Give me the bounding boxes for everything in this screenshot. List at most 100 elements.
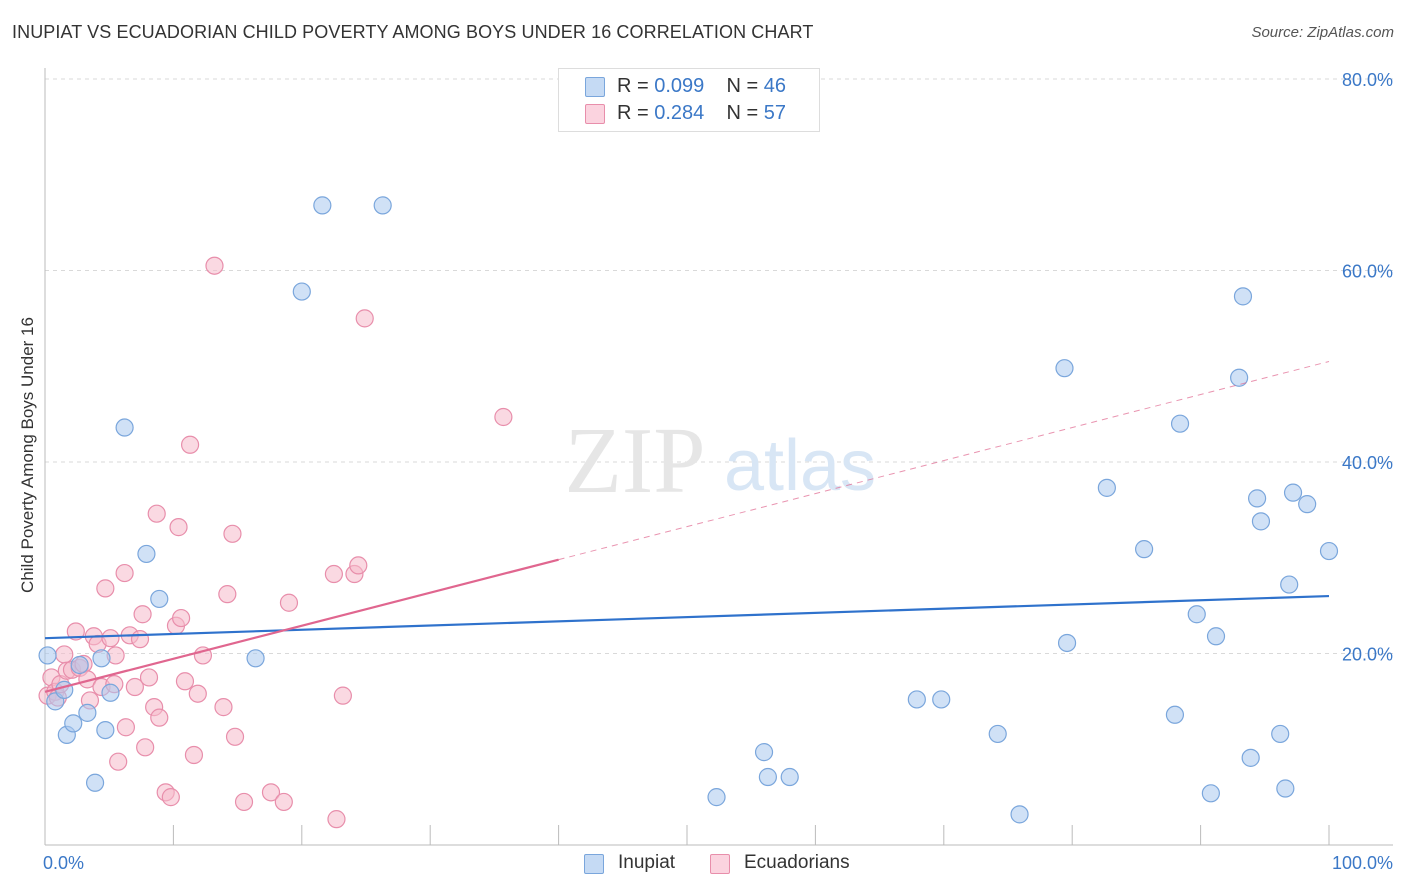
ecuadorians-point [234, 792, 254, 812]
axes [44, 68, 1393, 846]
y-tick-label: 40.0% [1342, 453, 1393, 473]
ecuadorians-trend-extension [558, 360, 1330, 561]
ecuadorians-point [279, 593, 299, 612]
inupiat-point [1319, 541, 1339, 561]
ecuadorians-point [139, 668, 159, 687]
gridlines [45, 78, 1393, 654]
inupiat-point [1271, 724, 1290, 744]
ecuadorians-legend-swatch [710, 854, 730, 874]
ecuadorians-point [96, 579, 115, 598]
ecuadorians-point [225, 727, 245, 746]
ecuadorians-point [66, 622, 85, 641]
inupiat-point [150, 589, 169, 609]
ecuadorians-point [223, 524, 242, 543]
ecuadorians-point [205, 256, 224, 275]
legend-label: Ecuadorians [744, 852, 850, 873]
inupiat-point [988, 724, 1007, 744]
inupiat-legend-swatch [584, 854, 604, 874]
ecuadorians-point [214, 698, 233, 717]
watermark-atlas: atlas [724, 426, 876, 506]
inupiat-point [292, 282, 311, 301]
inupiat-point [137, 544, 156, 564]
inupiat-point [932, 690, 951, 709]
ecuadorians-trend-line [44, 558, 559, 693]
inupiat-point [115, 418, 134, 437]
inupiat-point [1165, 705, 1185, 724]
y-tick-label: 80.0% [1342, 70, 1393, 90]
ecuadorians-point [327, 810, 346, 829]
inupiat-point [907, 690, 926, 709]
watermark-zip: ZIP [565, 409, 706, 513]
inupiat-point [92, 649, 111, 668]
n-value: 57 [763, 102, 787, 124]
inupiat-point [1233, 287, 1253, 306]
inupiat-point [96, 720, 115, 740]
source-label: Source: ZipAtlas.com [1251, 24, 1394, 41]
inupiat-point [754, 743, 774, 762]
n-label: N = [726, 102, 759, 124]
r-value: 0.099 [654, 75, 705, 97]
inupiat-point [78, 703, 97, 722]
ecuadorians-point [355, 309, 374, 328]
ecuadorians-point [324, 564, 343, 584]
ecuadorians-point [109, 752, 128, 771]
r-value: 0.284 [654, 102, 705, 124]
ecuadorians-point [169, 518, 188, 537]
inupiat-point [101, 683, 120, 702]
ecuadorians-point [494, 407, 513, 427]
inupiat-point [1241, 748, 1260, 767]
ecuadorians-swatch [585, 104, 605, 124]
ecuadorians-point [150, 708, 169, 727]
inupiat-points [38, 196, 1339, 824]
inupiat-point [313, 196, 332, 215]
inupiat-point [1206, 627, 1226, 646]
inupiat-point [1055, 359, 1074, 378]
ecuadorians-point [116, 718, 135, 737]
inupiat-point [1201, 784, 1220, 803]
inupiat-point [707, 788, 726, 807]
ecuadorians-point [136, 738, 155, 757]
inupiat-point [758, 767, 777, 787]
tick-labels: 20.0% 40.0% 60.0% 80.0% 0.0% 100.0% [43, 70, 1393, 873]
inupiat-point [373, 196, 392, 215]
r-label: R = [617, 102, 649, 124]
inupiat-point [1298, 495, 1317, 514]
watermark: ZIP atlas [565, 409, 877, 513]
inupiat-point [1230, 368, 1249, 387]
ecuadorians-point [101, 629, 120, 648]
ecuadorians-point [125, 677, 144, 697]
inupiat-point [1276, 779, 1295, 798]
ecuadorians-point [188, 684, 207, 703]
ecuadorians-point [218, 585, 237, 604]
ecuadorians-point [180, 435, 200, 454]
inupiat-point [1247, 489, 1267, 508]
ecuadorians-point [184, 745, 204, 765]
inupiat-point [1010, 805, 1029, 824]
inupiat-point [64, 714, 83, 733]
inupiat-trend-line [44, 594, 1330, 640]
ecuadorians-point [349, 556, 368, 575]
inupiat-point [1170, 414, 1190, 433]
x-tick-label: 0.0% [43, 853, 84, 873]
legend-label: Inupiat [618, 852, 676, 873]
inupiat-point [1187, 605, 1206, 624]
ecuadorians-point [115, 563, 134, 583]
inupiat-point [55, 680, 74, 699]
inupiat-point [38, 646, 57, 665]
inupiat-point [70, 655, 89, 675]
stats-box: R = 0.099 N = 46 R = 0.284 N = 57 [558, 68, 820, 132]
y-tick-label: 60.0% [1342, 262, 1393, 282]
ecuadorians-point [175, 672, 195, 691]
r-label: R = [617, 75, 649, 97]
inupiat-point [1135, 540, 1154, 559]
inupiat-point [85, 773, 105, 792]
ecuadorians-point [274, 792, 293, 812]
inupiat-point [1057, 633, 1077, 653]
inupiat-point [1097, 478, 1116, 497]
ecuadorians-point [333, 686, 352, 705]
n-value: 46 [763, 75, 787, 97]
ecuadorians-point [172, 608, 191, 628]
ecuadorians-points [38, 256, 513, 829]
ecuadorians-point [161, 788, 180, 807]
